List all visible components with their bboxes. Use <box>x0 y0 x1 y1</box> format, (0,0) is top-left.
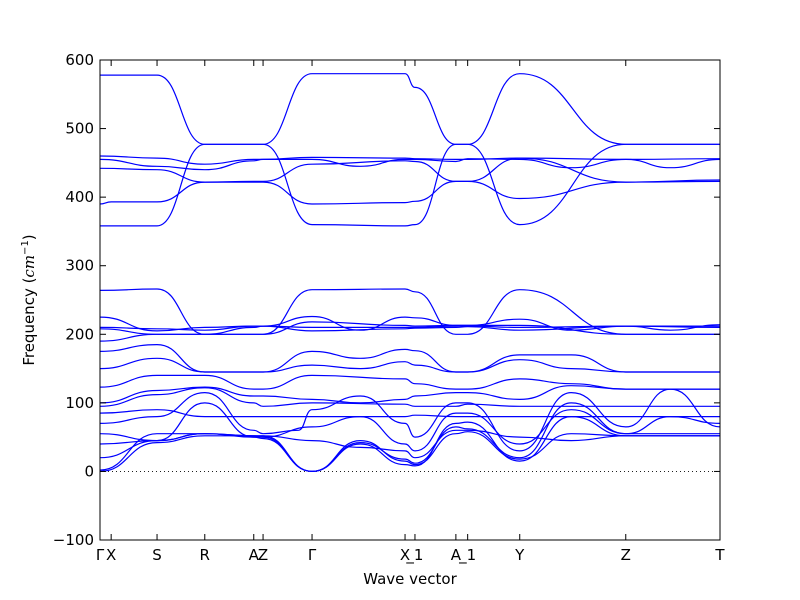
y-tick-label: 400 <box>65 188 94 206</box>
y-tick-label: 200 <box>65 325 94 343</box>
series-group <box>99 73 721 473</box>
phonon-branch-8 <box>99 315 721 332</box>
x-tick-label: A <box>451 546 462 564</box>
x-axis-label: Wave vector <box>363 570 457 588</box>
x-tick-label: X <box>400 546 410 564</box>
x-tick-label: Z <box>621 546 631 564</box>
x-tick-label: X <box>106 546 116 564</box>
phonon-branch-3 <box>99 158 721 171</box>
phonon-branch-17 <box>99 409 720 418</box>
y-axis-label-close: ) <box>20 234 38 240</box>
y-tick-label: 300 <box>65 257 94 275</box>
y-tick-label: −100 <box>53 531 94 549</box>
y-axis-label: Frequency (cm−1) <box>20 234 38 365</box>
x-tick-label: Γ <box>308 546 317 564</box>
x-tick-label: R <box>200 546 210 564</box>
phonon-branch-18 <box>99 388 721 452</box>
x-tick-label: S <box>152 546 162 564</box>
y-tick-label: 600 <box>65 51 94 69</box>
phonon-branch-11 <box>99 321 720 342</box>
phonon-branch-2 <box>99 155 721 165</box>
x-tick-label: Γ <box>96 546 105 564</box>
plot-frame <box>99 59 721 541</box>
phonon-branch-19 <box>99 402 721 452</box>
phonon-branch-13 <box>99 357 720 373</box>
y-tick-label: 0 <box>84 462 94 480</box>
y-axis-label-unit-exponent: −1 <box>20 240 31 255</box>
y-ticks: −100 0 100 200 300 400 500 600 <box>53 51 720 549</box>
x-tick-label: Z <box>258 546 268 564</box>
phonon-branch-14 <box>99 374 720 390</box>
x-tick-label: _1 <box>458 546 476 565</box>
y-axis-label-main: Frequency ( <box>20 278 38 366</box>
x-tick-label: Y <box>514 546 525 564</box>
x-tick-label: _1 <box>405 546 423 565</box>
phonon-branch-15 <box>99 385 720 404</box>
phonon-branch-16 <box>99 387 720 407</box>
phonon-branch-22 <box>99 402 720 473</box>
x-tick-label: T <box>714 546 725 564</box>
y-axis-label-unit: cm <box>20 255 38 278</box>
x-tick-label: A <box>249 546 260 564</box>
x-ticks: Γ X S R A Z Γ X_1 A_1 Y Z T <box>96 60 725 565</box>
y-tick-label: 100 <box>65 394 94 412</box>
phonon-branch-6 <box>99 143 720 227</box>
phonon-branch-23 <box>99 415 720 473</box>
y-tick-label: 500 <box>65 120 94 138</box>
phonon-branch-5 <box>99 179 721 205</box>
